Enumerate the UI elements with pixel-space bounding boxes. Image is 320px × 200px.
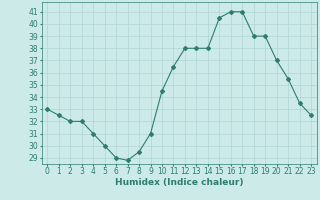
- X-axis label: Humidex (Indice chaleur): Humidex (Indice chaleur): [115, 178, 244, 187]
